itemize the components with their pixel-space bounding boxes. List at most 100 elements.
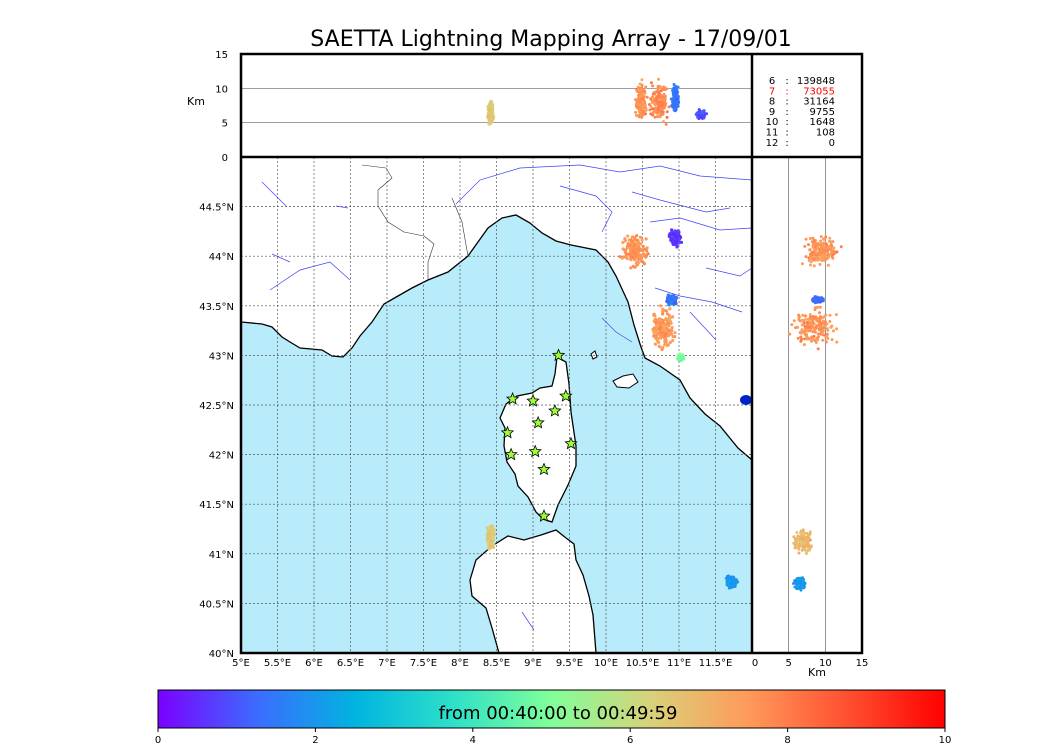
top-source-point bbox=[662, 92, 666, 96]
right-source-point bbox=[800, 585, 804, 589]
right-source-point bbox=[804, 255, 808, 259]
rivers bbox=[261, 164, 752, 631]
map-source-point bbox=[670, 297, 674, 302]
top-source-point bbox=[659, 104, 663, 108]
top-source-point bbox=[656, 88, 660, 92]
map-lon-tick-label: 6°E bbox=[305, 658, 323, 669]
right-source-point bbox=[808, 236, 812, 240]
right-source-point bbox=[809, 325, 813, 329]
map-source-point bbox=[491, 545, 496, 550]
map-lat-tick-label: 40.5°N bbox=[199, 599, 234, 610]
map-source-point bbox=[620, 256, 624, 260]
right-source-point bbox=[821, 329, 825, 333]
map-source-point bbox=[661, 312, 665, 316]
top-source-point bbox=[657, 77, 661, 81]
right-source-point bbox=[810, 335, 814, 339]
map-source-point bbox=[631, 264, 636, 268]
right-source-point bbox=[825, 322, 829, 326]
top-source-point bbox=[661, 120, 665, 124]
stations-count-panel: 6:1398487:730558:311649:975510:164811:10… bbox=[752, 54, 862, 157]
map-lat-tick-label: 42.5°N bbox=[199, 401, 234, 412]
right-source-point bbox=[800, 548, 804, 552]
map-source-point bbox=[629, 257, 633, 262]
right-source-point bbox=[808, 538, 812, 542]
top-source-point bbox=[652, 102, 656, 106]
right-source-point bbox=[811, 322, 815, 326]
right-source-point bbox=[802, 542, 806, 546]
top-source-point bbox=[656, 114, 660, 118]
colorbar-tick-label: 4 bbox=[470, 735, 476, 746]
map-source-point bbox=[669, 231, 673, 236]
map-source-point bbox=[653, 342, 658, 346]
map-source-point bbox=[638, 235, 643, 240]
count-value: 73055 bbox=[803, 86, 835, 97]
map-source-point bbox=[727, 579, 732, 583]
map-source-point bbox=[629, 266, 633, 270]
map-source-point bbox=[625, 256, 629, 261]
right-source-point bbox=[809, 254, 813, 258]
count-value: 31164 bbox=[803, 97, 835, 108]
right-source-point bbox=[828, 236, 832, 240]
map-lon-tick-label: 5.5°E bbox=[264, 658, 291, 669]
right-source-point bbox=[793, 537, 797, 541]
right-source-point bbox=[821, 333, 825, 337]
station-marker-edge bbox=[740, 395, 752, 405]
station-marker bbox=[500, 425, 515, 439]
top-source-point bbox=[635, 100, 639, 104]
map-source-point bbox=[492, 533, 496, 537]
map-source-point bbox=[673, 236, 677, 241]
top-source-point bbox=[705, 112, 709, 116]
count-value: 0 bbox=[829, 138, 835, 149]
right-source-point bbox=[797, 551, 801, 555]
right-source-point bbox=[804, 314, 808, 318]
top-source-point bbox=[665, 110, 669, 114]
map-source-point bbox=[654, 336, 658, 340]
right-source-point bbox=[812, 334, 816, 338]
right-source-point bbox=[821, 316, 825, 320]
right-source-point bbox=[804, 333, 808, 337]
right-source-point bbox=[833, 250, 837, 254]
right-source-point bbox=[824, 335, 828, 339]
right-source-point bbox=[808, 530, 812, 534]
right-source-point bbox=[797, 544, 801, 548]
map-source-point bbox=[661, 309, 666, 313]
map-source-point bbox=[488, 535, 492, 539]
map-lat-tick-label: 44.5°N bbox=[199, 203, 234, 214]
top-source-point bbox=[645, 95, 649, 99]
map-source-point bbox=[633, 237, 637, 241]
right-source-point bbox=[812, 247, 816, 251]
right-source-point bbox=[796, 538, 800, 542]
map-source-point bbox=[678, 356, 683, 360]
top-source-point bbox=[637, 110, 641, 114]
top-source-point bbox=[644, 85, 648, 89]
map-source-point bbox=[671, 240, 675, 244]
top-source-point bbox=[675, 97, 679, 101]
top-source-point bbox=[642, 103, 646, 107]
map-lat-tick-label: 43°N bbox=[209, 351, 234, 362]
right-source-point bbox=[825, 327, 829, 331]
top-source-point bbox=[671, 88, 675, 92]
right-source-point bbox=[814, 253, 818, 257]
right-source-point bbox=[796, 336, 800, 340]
coastline-mainland bbox=[241, 214, 752, 461]
map-source-point bbox=[632, 248, 637, 252]
colorbar-tick-label: 2 bbox=[312, 735, 318, 746]
map-source-point bbox=[663, 334, 667, 338]
map-source-point bbox=[668, 320, 672, 324]
right-source-point bbox=[823, 255, 827, 259]
map-lat-tick-label: 44°N bbox=[209, 252, 234, 263]
right-source-point bbox=[824, 340, 828, 344]
count-value: 139848 bbox=[797, 76, 835, 87]
map-source-point bbox=[666, 293, 670, 297]
top-source-point bbox=[644, 108, 648, 112]
right-source-point bbox=[812, 297, 816, 301]
panel-frames bbox=[239, 52, 864, 655]
right-source-point bbox=[811, 330, 815, 334]
top-source-point bbox=[655, 96, 659, 100]
top-source-point bbox=[672, 93, 676, 97]
map-source-point bbox=[618, 255, 622, 259]
right-source-point bbox=[824, 235, 828, 239]
right-source-point bbox=[807, 548, 811, 552]
map-source-point bbox=[729, 583, 733, 587]
top-source-point bbox=[663, 86, 667, 90]
